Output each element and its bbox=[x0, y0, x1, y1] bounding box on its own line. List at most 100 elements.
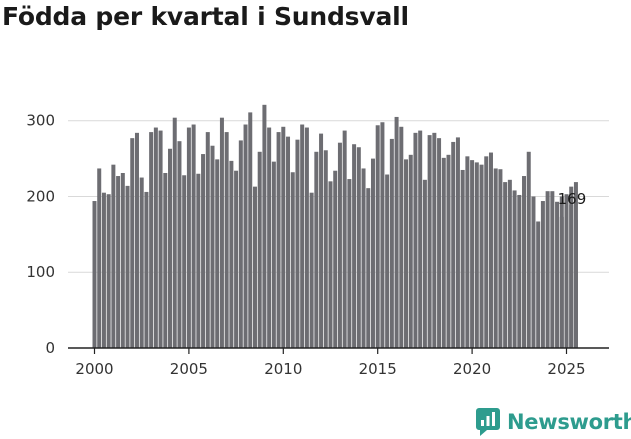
bar bbox=[210, 145, 215, 348]
bar bbox=[498, 169, 503, 348]
bar bbox=[262, 104, 267, 349]
bar bbox=[559, 216, 564, 348]
bar bbox=[153, 127, 158, 348]
x-tick-label: 2010 bbox=[264, 360, 302, 378]
bar bbox=[328, 181, 333, 348]
bars bbox=[92, 104, 578, 349]
bar bbox=[248, 112, 253, 348]
bar bbox=[342, 130, 347, 348]
bar bbox=[333, 170, 338, 348]
bar bbox=[139, 177, 144, 348]
bar bbox=[97, 168, 102, 348]
bar bbox=[503, 182, 508, 348]
bar bbox=[257, 151, 262, 348]
bar bbox=[300, 124, 305, 348]
bar bbox=[304, 127, 309, 348]
bar bbox=[455, 137, 460, 348]
bar bbox=[238, 140, 243, 348]
bar bbox=[158, 130, 163, 348]
bar bbox=[446, 154, 451, 348]
bar bbox=[385, 174, 390, 348]
bar bbox=[120, 173, 125, 348]
value-labels: 169 bbox=[558, 190, 587, 208]
bar bbox=[196, 173, 201, 348]
bar bbox=[101, 192, 106, 348]
bar bbox=[361, 168, 366, 348]
bar bbox=[488, 152, 493, 348]
y-axis-labels: 0 100 200 300 bbox=[26, 112, 55, 357]
bar bbox=[394, 116, 399, 348]
bar bbox=[484, 156, 489, 348]
bar bbox=[422, 179, 427, 348]
bar bbox=[267, 127, 272, 348]
bar bbox=[545, 191, 550, 348]
bar bbox=[366, 188, 371, 348]
bar bbox=[526, 151, 531, 348]
bar-chart: 0 100 200 300 2000 2005 2010 2015 2020 2025 169 bbox=[26, 104, 609, 378]
bar bbox=[281, 126, 286, 349]
bar bbox=[116, 176, 121, 348]
bar bbox=[408, 154, 413, 348]
bar bbox=[465, 156, 470, 348]
x-tick-label: 2000 bbox=[75, 360, 113, 378]
bar bbox=[555, 201, 560, 348]
bar bbox=[550, 191, 555, 348]
bar bbox=[149, 132, 154, 348]
bar bbox=[309, 192, 314, 348]
bar bbox=[370, 158, 375, 348]
x-tick-label: 2015 bbox=[359, 360, 397, 378]
bar bbox=[111, 164, 116, 348]
bar bbox=[290, 172, 295, 348]
bar bbox=[399, 126, 404, 349]
bar bbox=[286, 136, 291, 348]
bar bbox=[418, 130, 423, 348]
bar bbox=[182, 175, 187, 348]
chart-title: Födda per kvartal i Sundsvall bbox=[2, 2, 409, 31]
bar bbox=[451, 141, 456, 348]
x-tick-label: 2005 bbox=[170, 360, 208, 378]
bar bbox=[356, 147, 361, 348]
bar bbox=[92, 201, 97, 348]
bar bbox=[413, 132, 418, 348]
bar bbox=[380, 122, 385, 348]
bar bbox=[432, 132, 437, 348]
value-label: 169 bbox=[558, 190, 587, 208]
bar bbox=[205, 132, 210, 348]
bar bbox=[323, 150, 328, 348]
bar bbox=[314, 151, 319, 348]
bar bbox=[144, 191, 149, 348]
bar bbox=[295, 139, 300, 348]
bar bbox=[229, 160, 234, 348]
bar bbox=[177, 141, 182, 348]
bar bbox=[540, 201, 545, 348]
y-tick-label: 200 bbox=[26, 187, 55, 205]
bar bbox=[531, 196, 536, 348]
y-tick-label: 300 bbox=[26, 112, 55, 130]
brand-name: Newsworthy bbox=[507, 410, 631, 434]
x-tick-label: 2025 bbox=[547, 360, 585, 378]
x-axis-labels: 2000 2005 2010 2015 2020 2025 bbox=[75, 348, 586, 378]
y-tick-label: 0 bbox=[45, 339, 55, 357]
bar bbox=[474, 162, 479, 348]
bar bbox=[470, 160, 475, 348]
x-tick-label: 2020 bbox=[453, 360, 491, 378]
bar bbox=[186, 127, 191, 348]
bar bbox=[224, 132, 229, 348]
bar bbox=[460, 169, 465, 348]
bar bbox=[517, 194, 522, 348]
bar bbox=[319, 133, 324, 348]
bar bbox=[219, 117, 224, 349]
bar bbox=[347, 179, 352, 348]
bar bbox=[564, 206, 569, 348]
bar bbox=[215, 159, 220, 348]
bar bbox=[125, 185, 130, 348]
bar bbox=[573, 219, 578, 348]
bar bbox=[493, 168, 498, 348]
bar bbox=[512, 190, 517, 348]
bar bbox=[163, 173, 168, 348]
bar bbox=[507, 179, 512, 348]
bar bbox=[375, 125, 380, 348]
bar bbox=[276, 132, 281, 348]
bar bbox=[569, 204, 574, 348]
bar bbox=[271, 161, 276, 348]
